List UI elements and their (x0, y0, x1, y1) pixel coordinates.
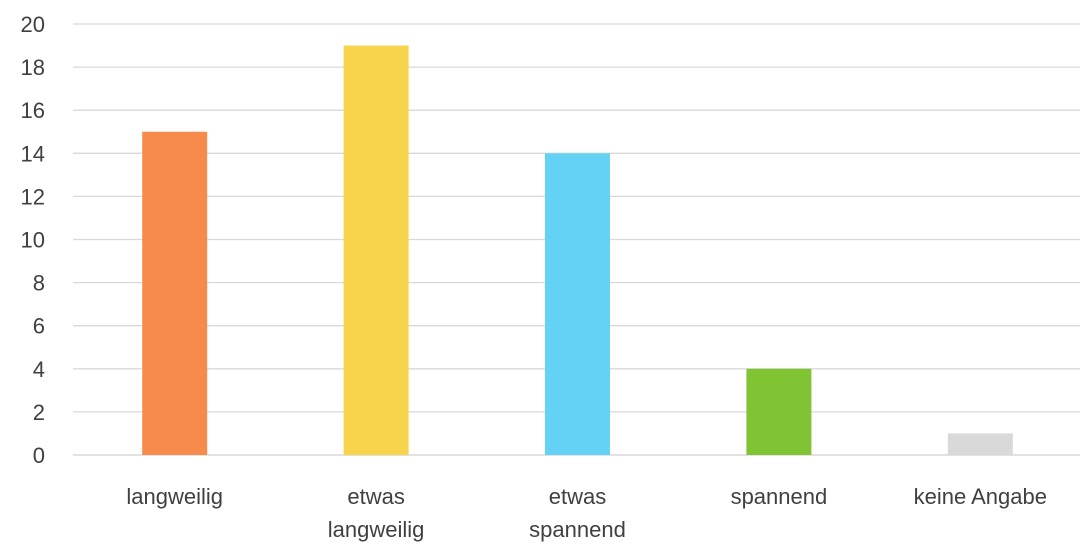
y-tick-label: 10 (21, 228, 45, 253)
x-category-label: keine Angabe (914, 484, 1047, 509)
bars (142, 45, 1013, 456)
x-category-label-line: langweilig (328, 517, 425, 542)
bar (142, 131, 208, 455)
y-tick-label: 18 (21, 55, 45, 80)
bar (947, 433, 1013, 455)
bar (545, 153, 610, 456)
y-tick-label: 14 (21, 141, 45, 166)
x-category-label: etwas langweilig (328, 484, 425, 542)
y-tick-label: 12 (21, 184, 45, 209)
x-category-label-line: spannend (529, 517, 626, 542)
x-category-label-line: spannend (731, 484, 828, 509)
x-category-label-line: langweilig (126, 484, 223, 509)
bar (746, 368, 812, 455)
y-tick-label: 4 (33, 357, 45, 382)
bar (343, 45, 409, 456)
y-tick-label: 2 (33, 400, 45, 425)
x-category-label-line: etwas (347, 484, 404, 509)
y-axis-tick-labels: 0 2 4 6 8 10 12 14 16 18 20 (21, 12, 45, 468)
x-category-label: langweilig (126, 484, 223, 509)
x-axis-category-labels: langweilig etwas langweilig etwas spannend sp… (126, 484, 1047, 542)
y-tick-label: 16 (21, 98, 45, 123)
x-category-label-line: etwas (549, 484, 606, 509)
y-tick-label: 20 (21, 12, 45, 37)
y-tick-label: 6 (33, 314, 45, 339)
x-category-label: etwas spannend (529, 484, 626, 542)
y-tick-label: 8 (33, 271, 45, 296)
x-category-label-line: keine Angabe (914, 484, 1047, 509)
x-category-label: spannend (731, 484, 828, 509)
y-tick-label: 0 (33, 443, 45, 468)
